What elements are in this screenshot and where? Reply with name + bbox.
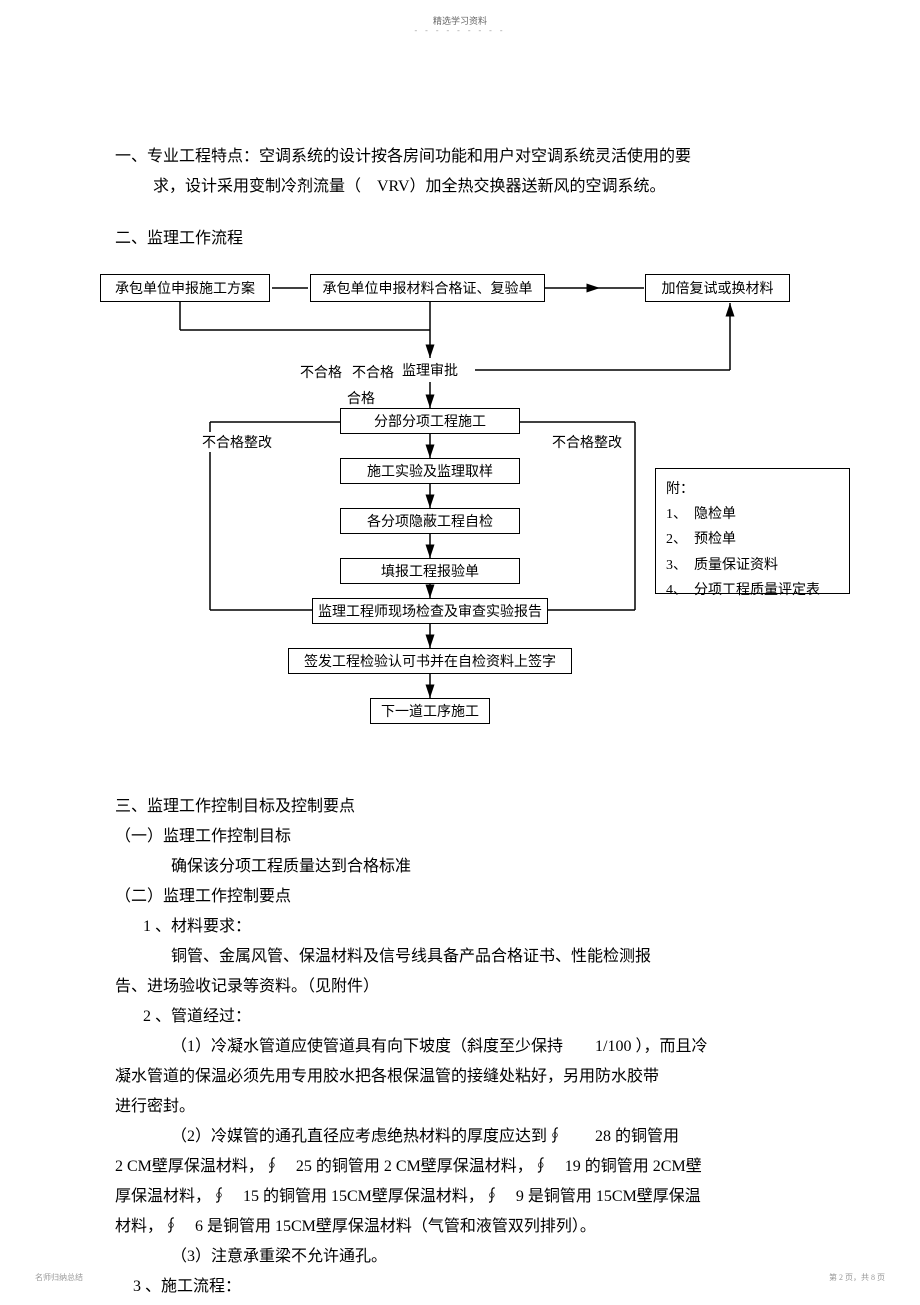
attach-item3: 3、 质量保证资料 (666, 553, 839, 578)
s3-s1-1: 确保该分项工程质量达到合格标准 (115, 855, 795, 879)
section3: 三、监理工作控制目标及控制要点 （一）监理工作控制目标 确保该分项工程质量达到合… (115, 795, 795, 1305)
flow-label-fail2: 不合格 (350, 362, 396, 382)
attach-item1: 1、 隐检单 (666, 502, 839, 527)
flow-box-sampling: 施工实验及监理取样 (340, 458, 520, 484)
flow-box-report: 填报工程报验单 (340, 558, 520, 584)
s3-title: 三、监理工作控制目标及控制要点 (115, 795, 795, 819)
flow-box-next: 下一道工序施工 (370, 698, 490, 724)
attach-item2: 2、 预检单 (666, 527, 839, 552)
section1-line2: 求，设计采用变制冷剂流量（ VRV）加全热交换器送新风的空调系统。 (115, 175, 795, 199)
attach-title: 附： (666, 477, 839, 502)
header-dots: - - - - - - - - - (415, 26, 506, 35)
content-section: 一、专业工程特点：空调系统的设计按各房间功能和用户对空调系统灵活使用的要 求，设… (115, 145, 795, 257)
attach-item4: 4、 分项工程质量评定表 (666, 578, 839, 603)
flow-label-rectify-right: 不合格整改 (550, 432, 624, 452)
s3-s2-1: 1 、材料要求： (115, 915, 795, 939)
s3-s2-2-5: 2 CM壁厚保温材料，∮ 25 的铜管用 2 CM壁厚保温材料，∮ 19 的铜管… (115, 1155, 795, 1179)
s3-s2-2-7: 材料，∮ 6 是铜管用 15CM壁厚保温材料（气管和液管双列排列）。 (115, 1215, 795, 1239)
flow-box-sign: 签发工程检验认可书并在自检资料上签字 (288, 648, 572, 674)
s3-s2: （二）监理工作控制要点 (115, 885, 795, 909)
flow-label-pass: 合格 (345, 388, 377, 408)
flowchart: 承包单位申报施工方案 承包单位申报材料合格证、复验单 加倍复试或换材料 监理审批… (90, 270, 860, 742)
flow-box-construct: 分部分项工程施工 (340, 408, 520, 434)
s3-s2-2-2: 凝水管道的保温必须先用专用胶水把各根保温管的接缝处粘好，另用防水胶带 (115, 1065, 795, 1089)
s3-s1: （一）监理工作控制目标 (115, 825, 795, 849)
flow-attach-box: 附： 1、 隐检单 2、 预检单 3、 质量保证资料 4、 分项工程质量评定表 (655, 468, 850, 594)
section1-line1: 一、专业工程特点：空调系统的设计按各房间功能和用户对空调系统灵活使用的要 (115, 145, 795, 169)
s3-s2-2-3: 进行密封。 (115, 1095, 795, 1119)
flow-box-selfcheck: 各分项隐蔽工程自检 (340, 508, 520, 534)
s3-s2-1-1: 铜管、金属风管、保温材料及信号线具备产品合格证书、性能检测报 (115, 945, 795, 969)
flow-box-plan: 承包单位申报施工方案 (100, 274, 270, 302)
s3-s2-3: 3 、施工流程： (115, 1275, 795, 1299)
flow-box-review: 监理工程师现场检查及审查实验报告 (312, 598, 548, 624)
section2-title: 二、监理工作流程 (115, 227, 795, 251)
s3-s2-2-8: （3）注意承重梁不允许通孔。 (115, 1245, 795, 1269)
s3-s2-2-4: （2）冷媒管的通孔直径应考虑绝热材料的厚度应达到∮ 28 的铜管用 (115, 1125, 795, 1149)
flow-label-rectify-left: 不合格整改 (200, 432, 274, 452)
s3-s2-2-6: 厚保温材料，∮ 15 的铜管用 15CM壁厚保温材料，∮ 9 是铜管用 15CM… (115, 1185, 795, 1209)
flow-box-material: 承包单位申报材料合格证、复验单 (310, 274, 545, 302)
flow-box-approve: 监理审批 (385, 358, 475, 382)
s3-s2-1-2: 告、进场验收记录等资料。（见附件） (115, 975, 795, 999)
flow-label-fail1: 不合格 (298, 362, 344, 382)
flow-box-retest: 加倍复试或换材料 (645, 274, 790, 302)
footer-right: 第 2 页，共 8 页 (829, 1272, 885, 1283)
footer-left: 名师归纳总结 (35, 1272, 83, 1283)
s3-s2-2-1: （1）冷凝水管道应使管道具有向下坡度（斜度至少保持 1/100 ），而且冷 (115, 1035, 795, 1059)
s3-s2-2: 2 、管道经过： (115, 1005, 795, 1029)
